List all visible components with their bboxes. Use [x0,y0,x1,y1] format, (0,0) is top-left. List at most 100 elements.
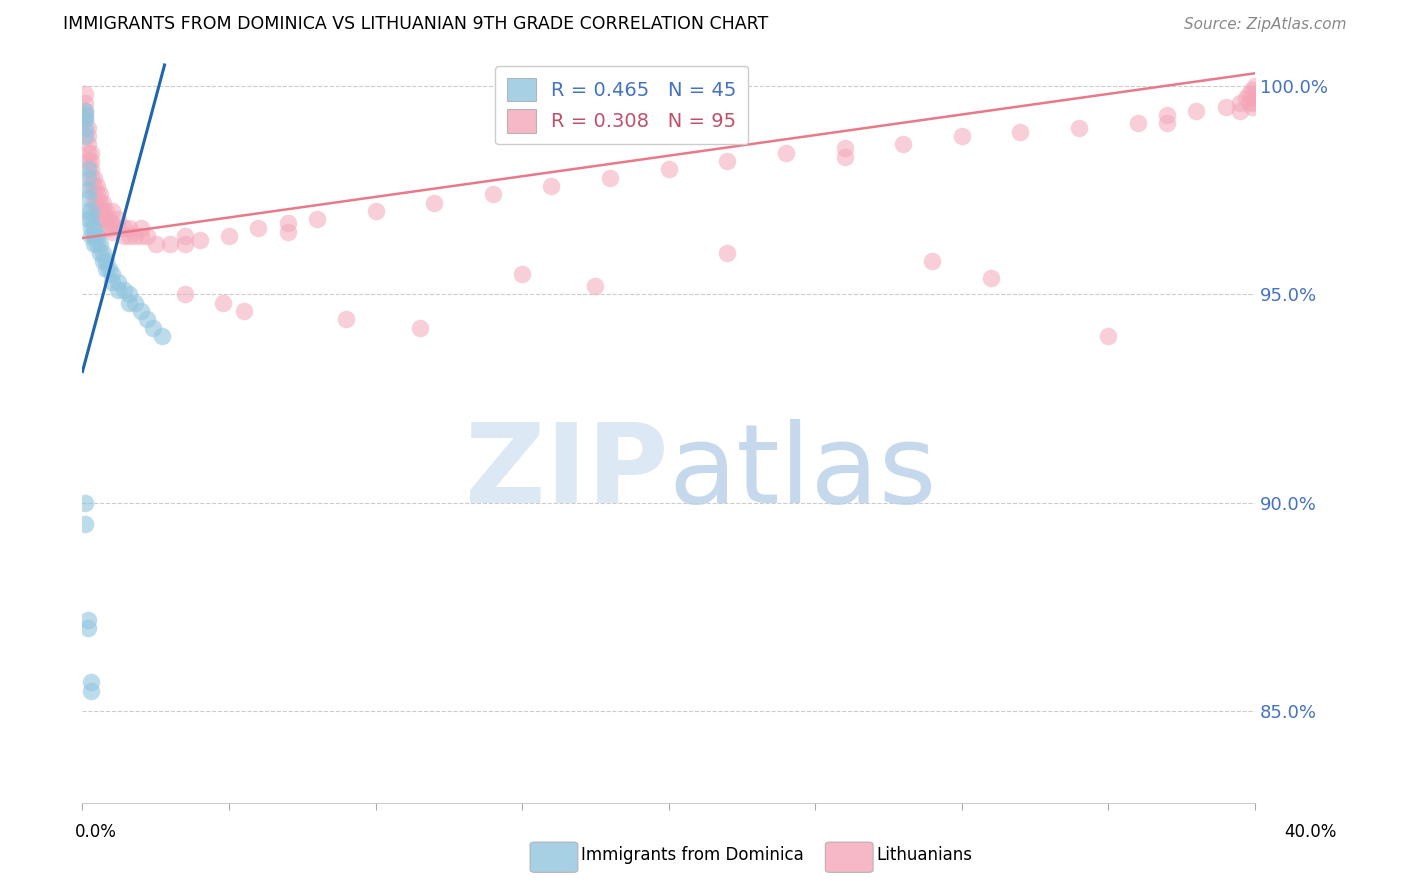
Point [112,229,135,244]
Point [136,229,159,244]
Text: Source: ZipAtlas.com: Source: ZipAtlas.com [1184,17,1347,31]
Point [921,254,943,268]
Point [80,145,103,160]
Point [80,170,103,185]
Point [94,254,117,268]
Point [97,220,120,235]
Point [86,178,108,193]
Point [1229,95,1251,110]
Point [124,229,146,244]
Point [91,195,114,210]
Point [174,287,197,301]
Point [1244,78,1267,93]
Point [950,128,973,143]
Point [80,220,103,235]
Point [77,128,100,143]
Point [75,87,97,102]
Point [107,212,129,227]
Point [188,233,211,247]
Point [775,145,797,160]
Point [75,112,97,127]
Point [716,153,738,168]
Point [101,225,124,239]
Point [145,237,167,252]
Point [86,203,108,218]
Point [101,275,124,289]
Point [129,304,152,318]
Point [277,225,299,239]
Point [129,220,152,235]
Point [77,145,100,160]
Point [86,237,108,252]
Point [1229,103,1251,118]
Point [1237,87,1260,102]
Point [91,254,114,268]
Point [174,237,197,252]
Point [97,212,120,227]
Point [83,170,105,185]
Point [75,103,97,118]
Point [1010,125,1032,139]
Point [1156,116,1178,130]
Point [91,245,114,260]
Point [716,245,738,260]
Point [86,229,108,244]
Point [232,304,254,318]
Point [83,187,105,202]
Point [174,229,197,244]
Point [150,329,173,343]
Point [482,187,505,202]
Point [75,496,97,510]
Point [129,229,152,244]
Point [118,229,141,244]
Text: IMMIGRANTS FROM DOMINICA VS LITHUANIAN 9TH GRADE CORRELATION CHART: IMMIGRANTS FROM DOMINICA VS LITHUANIAN 9… [63,14,769,32]
Point [77,621,100,635]
Point [94,262,117,277]
Point [80,229,103,244]
Point [77,120,100,135]
Point [118,220,141,235]
Point [77,162,100,177]
Point [101,217,124,231]
Point [83,178,105,193]
Point [77,137,100,152]
Point [75,120,97,135]
Point [136,312,159,326]
Point [101,267,124,281]
Point [1237,95,1260,110]
Text: atlas: atlas [669,419,938,526]
Point [107,220,129,235]
Point [80,178,103,193]
Point [1244,95,1267,110]
Point [118,287,141,301]
Point [86,212,108,227]
Point [77,212,100,227]
Point [86,187,108,202]
Point [510,267,533,281]
Point [1240,91,1263,105]
Point [408,320,430,334]
Point [101,203,124,218]
Point [77,153,100,168]
Point [97,262,120,277]
Point [540,178,562,193]
Point [277,217,299,231]
Text: ZIP: ZIP [465,419,669,526]
Point [1244,87,1267,102]
Point [212,295,235,310]
Point [77,191,100,205]
Point [80,162,103,177]
Point [91,203,114,218]
Point [89,187,111,202]
Point [75,516,97,531]
Point [305,212,328,227]
Point [112,220,135,235]
Point [80,203,103,218]
Point [1126,116,1149,130]
Point [364,203,387,218]
Point [980,270,1002,285]
Point [834,141,856,155]
Point [124,295,146,310]
Point [1240,100,1263,114]
Point [1067,120,1090,135]
